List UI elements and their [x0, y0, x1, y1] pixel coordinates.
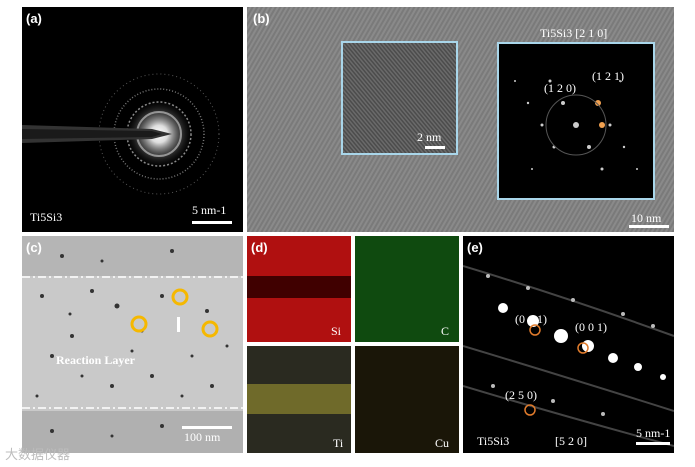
panel-e-material: Ti5Si3 — [477, 434, 510, 448]
hrtem-image — [247, 7, 674, 232]
panel-a-label: (a) — [26, 11, 42, 26]
panel-b-spot1: (1 2 0) — [544, 81, 576, 95]
map-cu-label: Cu — [435, 436, 450, 450]
saed-pattern — [463, 265, 674, 447]
panel-d-label: (d) — [251, 240, 268, 255]
panel-d: Si C Ti Cu (d) — [247, 236, 459, 453]
panel-b-label: (b) — [253, 11, 270, 26]
map-ti-label: Ti — [333, 436, 344, 450]
map-c-label: C — [441, 324, 450, 338]
panel-c-scale-bar — [182, 426, 232, 429]
panel-e-zone: [5 2 0] — [555, 434, 587, 448]
panel-e-label: (e) — [467, 240, 483, 255]
panel-c: (c) Reaction Layer 100 nm — [22, 236, 243, 453]
map-c: C — [355, 236, 459, 342]
panel-b-scale: 10 nm — [631, 211, 662, 225]
map-si: Si — [247, 236, 351, 342]
map-si-label: Si — [331, 324, 342, 338]
panel-a-scale-text: 5 nm-1 — [192, 203, 227, 217]
panel-e-spot1: (0 0 1) — [515, 312, 547, 326]
diffraction-rings — [22, 73, 220, 195]
panel-e: (e) (0 0 1) (0 0 1) (2 5 0) Ti5Si3 [5 2 … — [463, 236, 674, 453]
panel-b: (b) Ti5Si3 [2 1 0] 2 nm (1 2 0) (1 2 1) … — [247, 7, 674, 232]
stem-image — [22, 236, 243, 453]
panel-b-spot2: (1 2 1) — [592, 69, 624, 83]
panel-b-inset-scale: 2 nm — [417, 130, 442, 144]
panel-c-label: (c) — [26, 240, 42, 255]
panel-a-material: Ti5Si3 — [30, 210, 63, 224]
map-ti: Ti — [247, 346, 351, 453]
panel-b-scale-bar — [629, 225, 669, 228]
panel-e-scale-bar — [636, 442, 670, 445]
panel-a-scale-bar — [192, 221, 232, 224]
panel-c-scale: 100 nm — [184, 430, 221, 444]
watermark: 大数据仪器 — [5, 447, 71, 462]
panel-e-spot2: (0 0 1) — [575, 320, 607, 334]
panel-a: (a) Ti5Si3 5 nm-1 — [22, 7, 243, 232]
map-cu: Cu — [355, 346, 459, 453]
panel-e-scale: 5 nm-1 — [636, 426, 671, 440]
panel-e-spot3: (2 5 0) — [505, 388, 537, 402]
panel-c-annotation: Reaction Layer — [56, 353, 135, 367]
panel-b-inset-scale-bar — [425, 146, 445, 149]
panel-b-title: Ti5Si3 [2 1 0] — [540, 26, 608, 40]
